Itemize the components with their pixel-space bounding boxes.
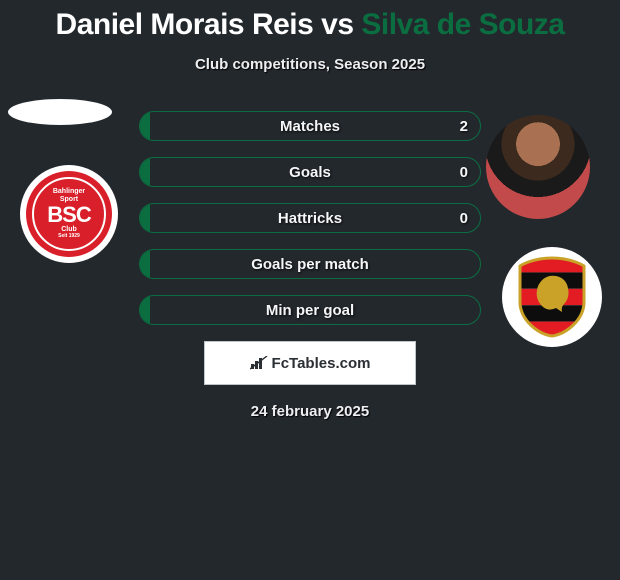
player2-name: Silva de Souza bbox=[361, 8, 564, 41]
bar-label: Goals per match bbox=[140, 250, 480, 278]
chart-icon bbox=[250, 356, 268, 370]
bar-value: 0 bbox=[460, 158, 468, 186]
bar-matches: Matches 2 bbox=[139, 111, 481, 141]
bar-label: Hattricks bbox=[140, 204, 480, 232]
source-label: FcTables.com bbox=[272, 355, 371, 372]
comparison-arena: Bahlinger Sport BSC Club Seit 1929 bbox=[0, 111, 620, 420]
bar-value: 2 bbox=[460, 112, 468, 140]
subtitle: Club competitions, Season 2025 bbox=[0, 56, 620, 73]
player1-name: Daniel Morais Reis bbox=[56, 8, 314, 41]
player1-club-logo: Bahlinger Sport BSC Club Seit 1929 bbox=[20, 165, 118, 263]
vs-text: vs bbox=[321, 8, 353, 41]
snapshot-date: 24 february 2025 bbox=[0, 403, 620, 420]
bsc-founded: Seit 1929 bbox=[58, 234, 80, 240]
bsc-badge-outer: Bahlinger Sport BSC Club Seit 1929 bbox=[26, 171, 112, 257]
player2-club-logo bbox=[502, 247, 602, 347]
comparison-title: Daniel Morais Reis vs Silva de Souza bbox=[0, 0, 620, 42]
bsc-badge-inner: Bahlinger Sport BSC Club Seit 1929 bbox=[32, 177, 106, 251]
bsc-top: Bahlinger bbox=[53, 188, 85, 196]
bar-mpg: Min per goal bbox=[139, 295, 481, 325]
source-box: FcTables.com bbox=[204, 341, 416, 385]
bar-label: Matches bbox=[140, 112, 480, 140]
bar-label: Goals bbox=[140, 158, 480, 186]
player2-avatar bbox=[486, 115, 590, 219]
bsc-bottom: Club bbox=[61, 226, 77, 234]
bar-label: Min per goal bbox=[140, 296, 480, 324]
bar-value: 0 bbox=[460, 204, 468, 232]
bar-goals: Goals 0 bbox=[139, 157, 481, 187]
bar-gpm: Goals per match bbox=[139, 249, 481, 279]
stat-bars: Matches 2 Goals 0 Hattricks 0 Goals per … bbox=[139, 111, 481, 325]
bsc-abbrev: BSC bbox=[47, 204, 90, 226]
sport-recife-shield bbox=[516, 256, 588, 338]
player1-avatar bbox=[8, 99, 112, 125]
bar-hattricks: Hattricks 0 bbox=[139, 203, 481, 233]
